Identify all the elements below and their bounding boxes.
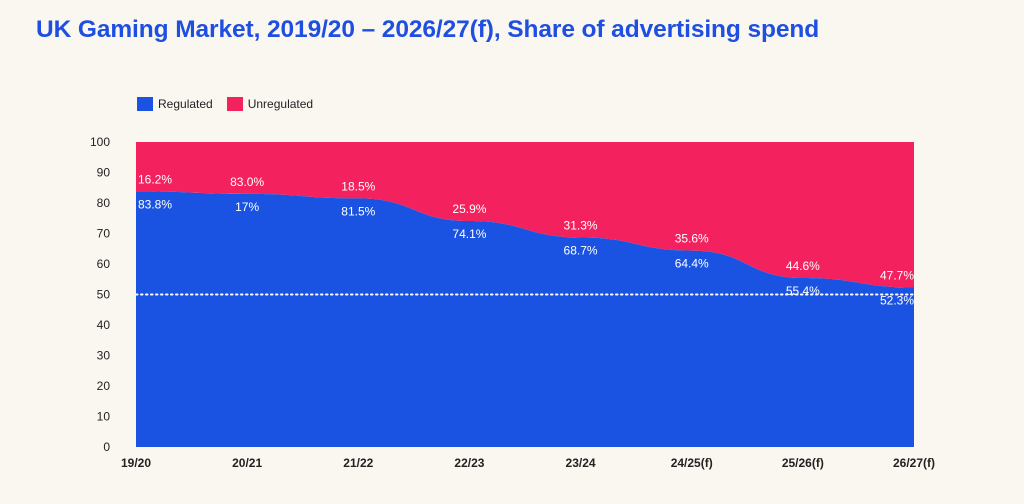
legend-item-regulated: Regulated	[137, 97, 213, 111]
legend-item-unregulated: Unregulated	[226, 97, 314, 111]
x-tick-label: 23/24	[566, 456, 596, 470]
data-label-unregulated: 18.5%	[341, 179, 375, 193]
data-label-unregulated: 47.7%	[880, 268, 914, 282]
data-label-regulated: 64.4%	[675, 257, 709, 271]
x-tick-label: 24/25(f)	[671, 456, 713, 470]
data-label-regulated: 55.4%	[786, 284, 820, 298]
legend: Regulated Unregulated	[137, 97, 327, 111]
data-label-unregulated: 25.9%	[452, 202, 486, 216]
chart-title: UK Gaming Market, 2019/20 – 2026/27(f), …	[36, 16, 820, 43]
legend-swatch-unregulated	[226, 97, 243, 111]
data-label-regulated: 17%	[235, 200, 259, 214]
data-label-regulated: 81.5%	[341, 204, 375, 218]
y-tick-label: 10	[97, 410, 111, 424]
x-tick-label: 19/20	[121, 456, 151, 470]
data-label-unregulated: 83.0%	[230, 175, 264, 189]
y-tick-label: 50	[97, 288, 111, 302]
x-tick-label: 21/22	[343, 456, 373, 470]
y-tick-label: 90	[97, 166, 111, 180]
y-tick-label: 80	[97, 196, 111, 210]
data-label-unregulated: 31.3%	[564, 218, 598, 232]
series-area-unregulated	[136, 142, 914, 288]
legend-label-regulated: Regulated	[158, 97, 213, 111]
y-tick-label: 40	[97, 318, 111, 332]
y-tick-label: 20	[97, 379, 111, 393]
x-tick-label: 22/23	[454, 456, 484, 470]
data-label-regulated: 83.8%	[138, 197, 172, 211]
legend-label-unregulated: Unregulated	[247, 97, 314, 111]
data-label-regulated: 68.7%	[564, 243, 598, 257]
data-label-unregulated: 35.6%	[675, 232, 709, 246]
y-tick-label: 60	[97, 257, 111, 271]
x-tick-label: 25/26(f)	[782, 456, 824, 470]
y-tick-label: 70	[97, 227, 111, 241]
data-label-regulated: 74.1%	[452, 227, 486, 241]
y-tick-label: 100	[90, 135, 110, 149]
series-area-regulated	[136, 191, 914, 447]
x-tick-label: 20/21	[232, 456, 262, 470]
legend-swatch-regulated	[137, 97, 153, 111]
y-tick-label: 30	[97, 349, 111, 363]
data-label-unregulated: 44.6%	[786, 259, 820, 273]
data-label-regulated: 52.3%	[880, 293, 914, 307]
x-tick-label: 26/27(f)	[893, 456, 935, 470]
y-tick-label: 0	[103, 440, 110, 454]
data-label-unregulated: 16.2%	[138, 172, 172, 186]
